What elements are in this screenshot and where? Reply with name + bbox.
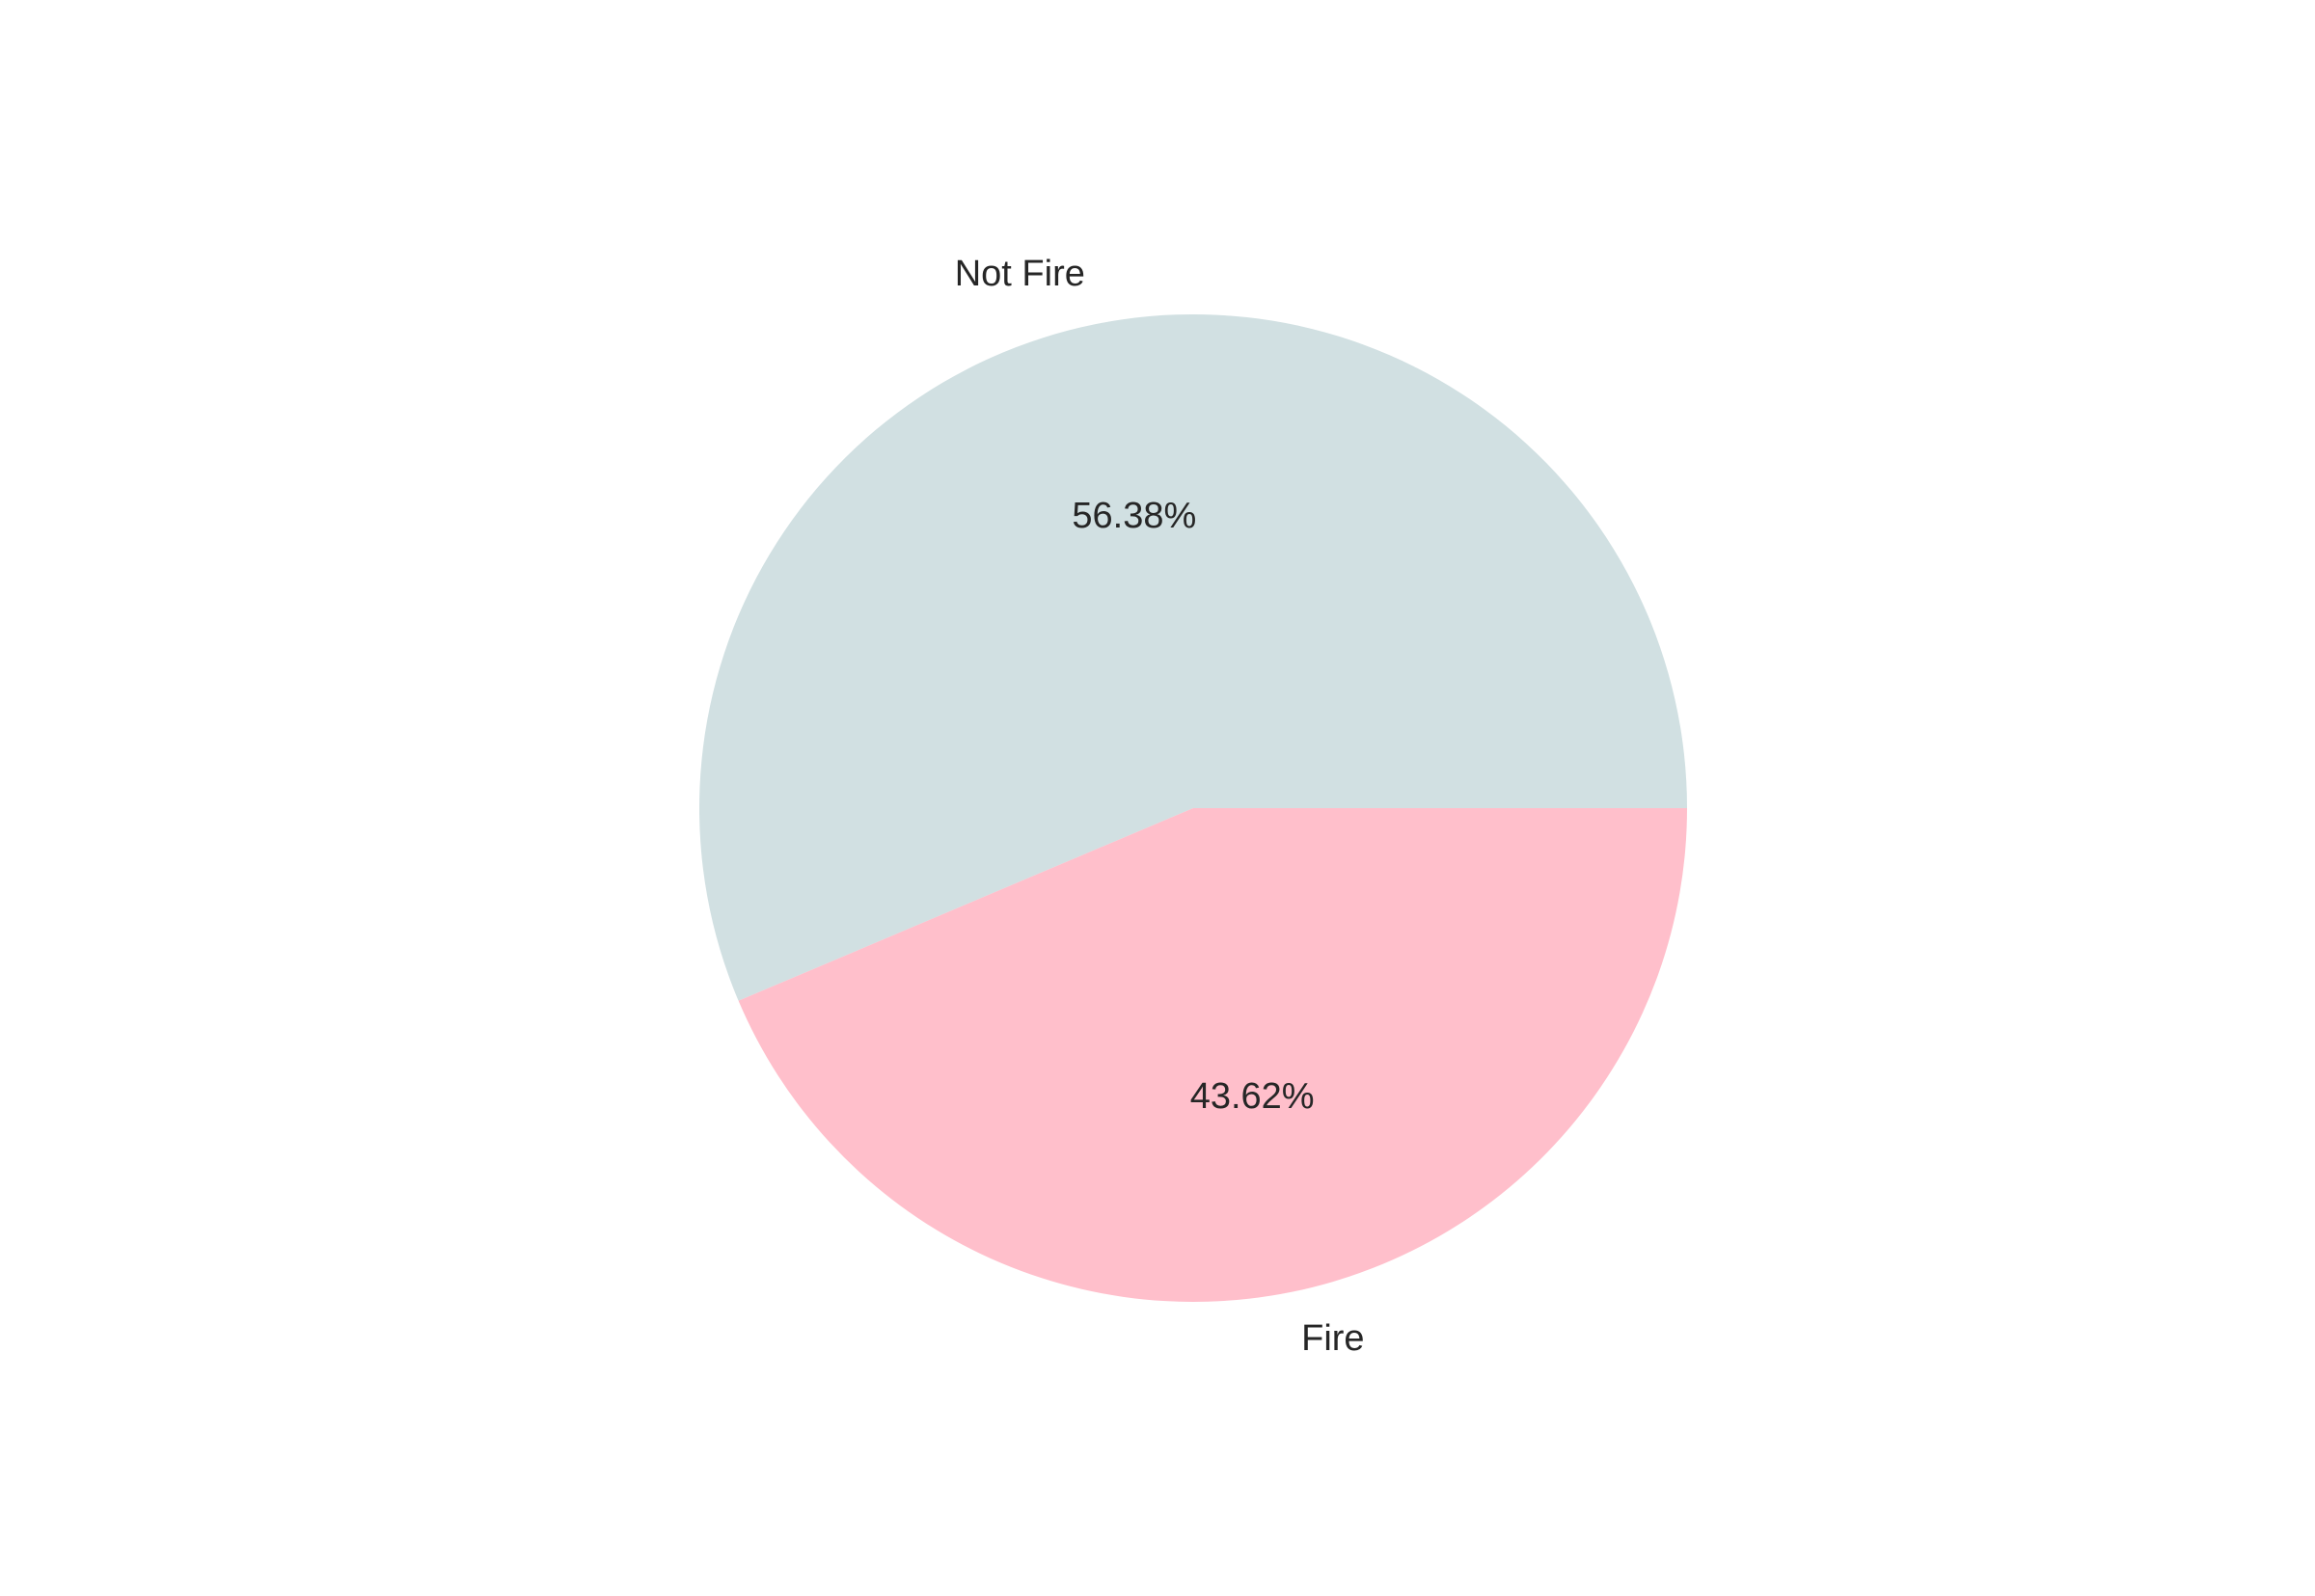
slice-label-fire: Fire — [1301, 1318, 1364, 1359]
slice-percent-fire: 43.62% — [1190, 1076, 1315, 1117]
slice-percent-not-fire: 56.38% — [1072, 496, 1196, 536]
pie-slice-not-fire — [698, 314, 1687, 1001]
pie-slices — [698, 314, 1687, 1303]
pie-labels: Not Fire 56.38% Fire 43.62% — [955, 254, 1365, 1359]
slice-label-not-fire: Not Fire — [955, 254, 1085, 294]
pie-slice-fire — [738, 808, 1687, 1303]
